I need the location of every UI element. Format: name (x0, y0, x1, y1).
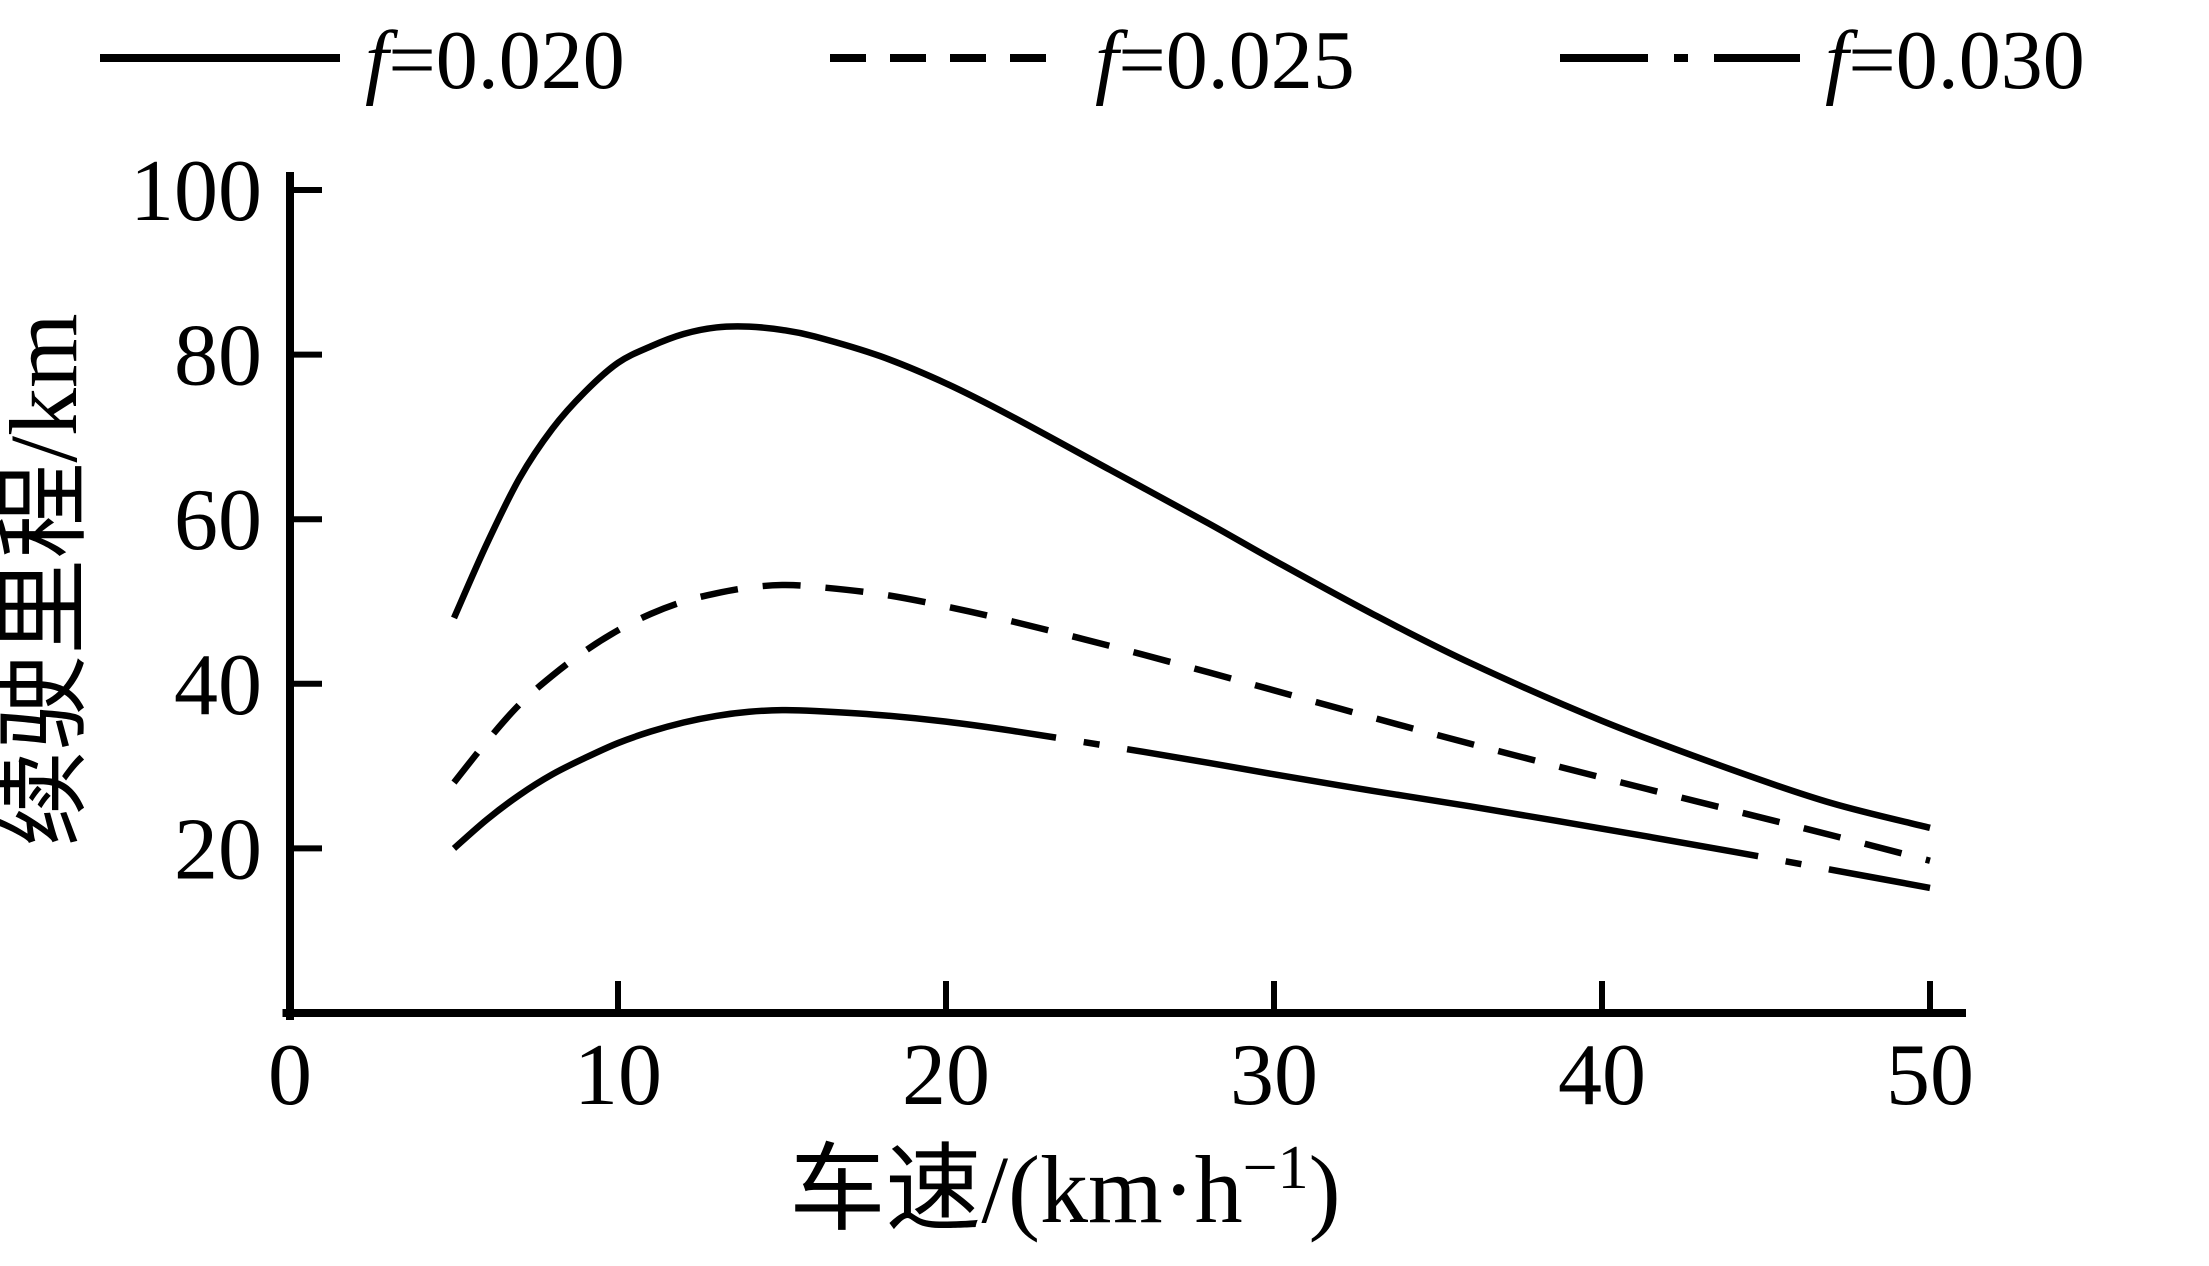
x-tick-label: 50 (1886, 1027, 1974, 1124)
y-tick-label: 80 (174, 308, 262, 405)
x-tick-label: 30 (1230, 1027, 1318, 1124)
series-lines (451, 323, 1931, 892)
y-tick-label: 60 (174, 472, 262, 569)
y-tick-label: 100 (130, 143, 262, 240)
series-line-0 (451, 323, 1931, 831)
x-tick-label: 20 (902, 1027, 990, 1124)
legend: f=0.020 f=0.025 f=0.030 (100, 14, 2085, 107)
x-axis-title: 车速/(km·h−1) (789, 1134, 1340, 1243)
axes: 0 10 20 30 40 50 20 40 60 80 100 (130, 143, 1974, 1124)
legend-label-2: f=0.030 (1825, 14, 2085, 107)
x-axis-title-main: 车速/(km·h (789, 1136, 1242, 1243)
legend-label-0: f=0.020 (365, 14, 625, 107)
series-line-2 (451, 706, 1931, 892)
x-tick-label: 0 (268, 1027, 312, 1124)
axis-tick-labels: 0 10 20 30 40 50 20 40 60 80 100 (130, 143, 1974, 1124)
legend-label-1: f=0.025 (1095, 14, 1355, 107)
x-axis-title-superscript: −1 (1243, 1134, 1309, 1202)
x-tick-label: 10 (574, 1027, 662, 1124)
x-tick-label: 40 (1558, 1027, 1646, 1124)
series-line-1 (451, 581, 1931, 864)
y-tick-label: 40 (174, 637, 262, 734)
y-tick-label: 20 (174, 801, 262, 898)
axis-ticks (293, 187, 1933, 1010)
x-axis-title-end: ) (1309, 1136, 1341, 1243)
y-axis-title: 续驶里程/km (0, 313, 97, 846)
